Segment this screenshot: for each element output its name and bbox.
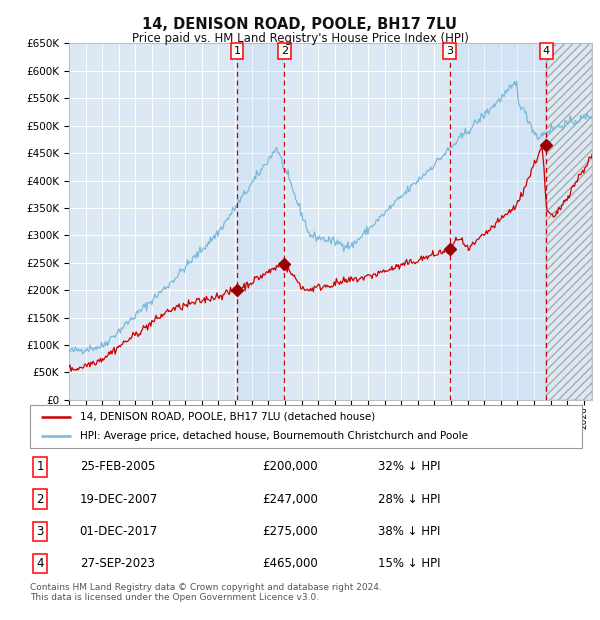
Text: 15% ↓ HPI: 15% ↓ HPI: [378, 557, 440, 570]
Text: 3: 3: [36, 525, 44, 538]
Text: 14, DENISON ROAD, POOLE, BH17 7LU (detached house): 14, DENISON ROAD, POOLE, BH17 7LU (detac…: [80, 412, 375, 422]
Text: 1: 1: [36, 461, 44, 473]
Text: 1: 1: [233, 46, 241, 56]
Text: Contains HM Land Registry data © Crown copyright and database right 2024.
This d: Contains HM Land Registry data © Crown c…: [30, 583, 382, 602]
Text: 25-FEB-2005: 25-FEB-2005: [80, 461, 155, 473]
Text: HPI: Average price, detached house, Bournemouth Christchurch and Poole: HPI: Average price, detached house, Bour…: [80, 432, 467, 441]
Text: 4: 4: [36, 557, 44, 570]
Text: £275,000: £275,000: [262, 525, 317, 538]
Text: £200,000: £200,000: [262, 461, 317, 473]
Text: £465,000: £465,000: [262, 557, 317, 570]
Bar: [449, 43, 547, 400]
Bar: [547, 43, 592, 400]
Text: 2: 2: [281, 46, 288, 56]
Text: 01-DEC-2017: 01-DEC-2017: [80, 525, 158, 538]
Text: 4: 4: [543, 46, 550, 56]
Text: 14, DENISON ROAD, POOLE, BH17 7LU: 14, DENISON ROAD, POOLE, BH17 7LU: [143, 17, 458, 32]
Text: 3: 3: [446, 46, 453, 56]
Bar: [237, 43, 284, 400]
Text: 27-SEP-2023: 27-SEP-2023: [80, 557, 155, 570]
Text: 2: 2: [36, 493, 44, 505]
Text: 28% ↓ HPI: 28% ↓ HPI: [378, 493, 440, 505]
Text: 19-DEC-2007: 19-DEC-2007: [80, 493, 158, 505]
Text: £247,000: £247,000: [262, 493, 318, 505]
Text: 38% ↓ HPI: 38% ↓ HPI: [378, 525, 440, 538]
Text: 32% ↓ HPI: 32% ↓ HPI: [378, 461, 440, 473]
Text: Price paid vs. HM Land Registry's House Price Index (HPI): Price paid vs. HM Land Registry's House …: [131, 32, 469, 45]
